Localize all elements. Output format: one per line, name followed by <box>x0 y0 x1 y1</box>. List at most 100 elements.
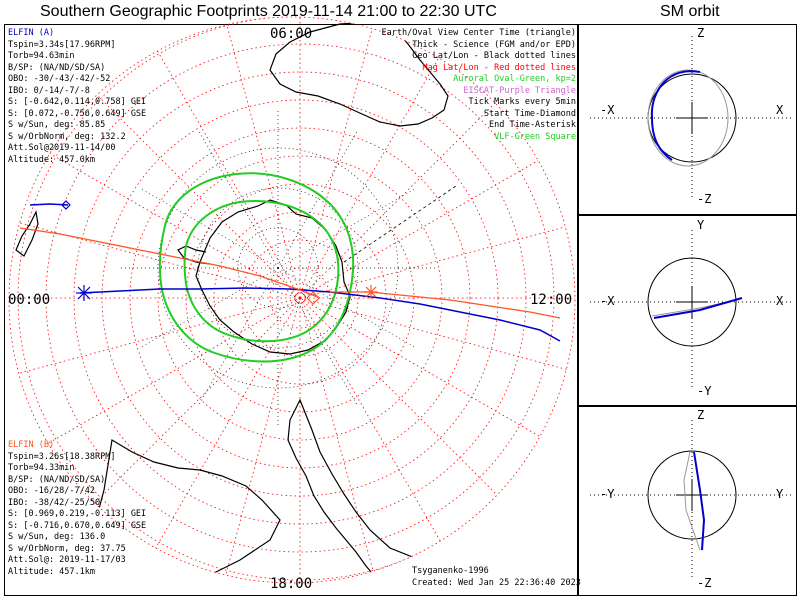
elfin-a-line: IBO: 0/-14/-7/-8 <box>8 85 90 96</box>
orbit-plot-xy <box>590 230 794 390</box>
legend-item: Thick - Science (FGM and/or EPD) <box>412 39 576 50</box>
globe-outline <box>8 16 576 584</box>
legend-item: End Time-Asterisk <box>489 120 576 130</box>
elfin-a-line: S w/Sun, deg: 85.85 <box>8 120 106 130</box>
page-title: Southern Geographic Footprints 2019-11-1… <box>40 3 497 20</box>
grid-spoke <box>48 152 301 299</box>
orbit-plot-xz <box>590 36 794 200</box>
grid-spoke <box>19 297 301 374</box>
new-zealand-landmass <box>15 210 39 257</box>
orbit-yz-label-top: Z <box>697 408 705 422</box>
grid-spoke <box>299 297 552 444</box>
clock-label-right: 12:00 <box>530 292 573 308</box>
auroral-oval <box>158 172 355 363</box>
map-panel-frame <box>4 24 578 596</box>
legend-item: Tick Marks every 5min <box>468 97 576 107</box>
elfin-b-line: Tspin=3.26s[18.38RPM] <box>8 451 116 462</box>
orbit-plot-yz <box>590 420 794 580</box>
orbit-xz-label-right: X <box>776 103 784 117</box>
elfin-b-line: IBO: -38/42/-25/50 <box>8 497 101 508</box>
mag-grid <box>10 17 575 583</box>
elfin-b-line: OBO: -16/28/-7/42 <box>8 486 95 496</box>
clock-label-top: 06:00 <box>270 26 313 42</box>
grid-spoke <box>94 297 301 504</box>
auroral-oval-outer <box>158 172 355 363</box>
grid-spoke <box>299 17 376 299</box>
legend: Earth/Oval View Center Time (triangle) T… <box>382 28 576 143</box>
grid-spoke <box>139 187 279 269</box>
elfin-a-line: Att.Sol@2019-11-14/00 <box>8 143 116 153</box>
grid-spoke <box>224 17 301 299</box>
elfin-b-name: ELFIN (B) <box>8 440 55 450</box>
elfin-a-line: S: [-0.642,0.114,0.758] GEI <box>8 97 147 107</box>
clock-label-bottom: 18:00 <box>270 576 313 592</box>
model-credit: Tsyganenko-1996 <box>412 566 489 576</box>
orbit-xz-label-left: -X <box>600 103 615 117</box>
elfin-a-line: S w/OrbNorm, deg: 132.2 <box>8 131 126 142</box>
orbit-yz-label-bottom: -Z <box>697 576 712 590</box>
australia-landmass <box>269 21 449 127</box>
legend-item: Geo Lat/Lon - Black dotted lines <box>412 51 576 61</box>
orbit-xy-label-top: Y <box>697 218 705 232</box>
orbit-panel-title: SM orbit <box>660 3 720 20</box>
start-diamond-icon <box>61 200 71 210</box>
elfin-b-line: S w/OrbNorm, deg: 37.75 <box>8 543 126 554</box>
elfin-a-line: S: [0.072,-0.756,0.649] GSE <box>8 108 147 119</box>
orbit-xy-label-right: X <box>776 294 784 308</box>
grid-spoke <box>277 129 359 269</box>
elfin-a-info: ELFIN (A) Tspin=3.34s[17.96RPM] Torb=94.… <box>8 28 146 166</box>
elfin-b-line: S w/Sun, deg: 136.0 <box>8 532 106 542</box>
geo-grid <box>118 108 438 428</box>
elfin-a-line: Torb=94.63min <box>8 51 75 61</box>
view-center-line <box>343 185 457 263</box>
created-timestamp: Created: Wed Jan 25 22:36:40 2023 <box>412 577 581 588</box>
elfin-b-start-diamond-icon <box>306 291 320 305</box>
orbit-panel-yz-frame <box>578 406 797 596</box>
orbit-xz-label-top: Z <box>697 26 705 40</box>
legend-item: Start Time-Diamond <box>483 108 576 119</box>
grid-spoke <box>197 129 279 269</box>
auroral-oval-inner <box>183 200 340 343</box>
grid-spoke <box>299 222 575 299</box>
grid-spoke <box>277 267 359 407</box>
elfin-b-line: Att.Sol@: 2019-11-17/03 <box>8 555 126 565</box>
grid-spoke <box>299 297 575 374</box>
grid-spoke <box>299 297 506 504</box>
elfin-a-name: ELFIN (A) <box>8 28 55 38</box>
grid-spoke <box>299 92 506 299</box>
elfin-b-end-asterisk-icon <box>364 285 378 299</box>
elfin-b-line: Torb=94.33min <box>8 463 75 473</box>
elfin-a-line: Altitude: 457.0km <box>8 154 95 165</box>
elfin-a-line: Tspin=3.34s[17.96RPM] <box>8 39 116 50</box>
elfin-a-track <box>29 200 561 342</box>
legend-item: EISCAT-Purple Triangle <box>463 85 576 96</box>
grid-spoke <box>139 267 279 349</box>
legend-item: VLF-Green Square <box>494 131 576 142</box>
grid-spoke <box>224 297 301 579</box>
grid-spoke <box>299 46 446 299</box>
south-america-landmass <box>287 398 542 583</box>
legend-item: Earth/Oval View Center Time (triangle) <box>381 28 576 38</box>
grid-spoke <box>94 92 301 299</box>
grid-spoke <box>299 297 446 550</box>
elfin-b-line: S: [0.969,0.219,-0.113] GEI <box>8 509 147 519</box>
legend-item: Mag Lat/Lon - Red dotted lines <box>422 62 576 73</box>
orbit-yz-label-left: -Y <box>600 487 615 501</box>
grid-spoke <box>48 297 301 444</box>
elfin-b-line: S: [-0.716,0.670,0.649] GSE <box>8 520 147 531</box>
credits: Tsyganenko-1996 Created: Wed Jan 25 22:3… <box>412 566 581 589</box>
orbit-panel-xz-frame <box>578 24 797 215</box>
elfin-a-line: OBO: -30/-43/-42/-52 <box>8 74 111 84</box>
elfin-a-line: B/SP: (NA/ND/SD/SA) <box>8 62 106 73</box>
grid-spoke <box>154 297 301 550</box>
grid-spoke <box>299 152 552 299</box>
end-asterisk-icon <box>76 285 92 301</box>
grid-spoke <box>154 46 301 299</box>
antarctic-peninsula <box>177 245 211 265</box>
elfin-b-info: ELFIN (B) Tspin=3.26s[18.38RPM] Torb=94.… <box>8 440 146 578</box>
elfin-b-track <box>19 227 561 319</box>
orbit-xz-label-bottom: -Z <box>697 192 712 206</box>
orbit-panel-xy-frame <box>578 215 797 406</box>
elfin-b-line: B/SP: (NA/ND/SD/SA) <box>8 474 106 485</box>
legend-item: Auroral Oval-Green, kp=2 <box>453 74 576 84</box>
